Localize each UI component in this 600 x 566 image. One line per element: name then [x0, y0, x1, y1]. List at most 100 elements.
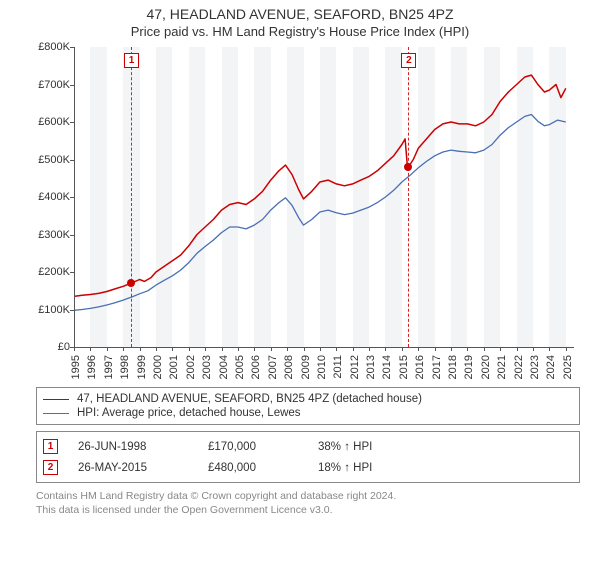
x-tick-mark: [123, 347, 124, 351]
x-tick-mark: [435, 347, 436, 351]
x-tick-mark: [517, 347, 518, 351]
sale-price: £170,000: [208, 441, 298, 453]
x-tick-mark: [90, 347, 91, 351]
x-tick-label: 2025: [562, 355, 574, 379]
x-tick-label: 2016: [414, 355, 426, 379]
sale-marker-label: 2: [401, 53, 416, 68]
legend-swatch: [43, 399, 69, 400]
y-tick-mark: [70, 122, 74, 123]
sale-row: 2 26-MAY-2015 £480,000 18% ↑ HPI: [43, 457, 573, 478]
x-tick-mark: [74, 347, 75, 351]
x-tick-mark: [287, 347, 288, 351]
legend-box: 47, HEADLAND AVENUE, SEAFORD, BN25 4PZ (…: [36, 387, 580, 425]
chart-subtitle: Price paid vs. HM Land Registry's House …: [0, 24, 600, 39]
x-tick-mark: [336, 347, 337, 351]
x-tick-label: 2019: [463, 355, 475, 379]
y-tick-mark: [70, 310, 74, 311]
x-tick-label: 2020: [480, 355, 492, 379]
x-tick-mark: [222, 347, 223, 351]
y-tick-label: £800K: [20, 41, 70, 53]
sale-price: £480,000: [208, 462, 298, 474]
x-tick-label: 2007: [267, 355, 279, 379]
sale-marker-line: [131, 47, 132, 347]
y-tick-label: £200K: [20, 266, 70, 278]
footer-attribution: Contains HM Land Registry data © Crown c…: [36, 489, 580, 517]
x-tick-label: 2024: [545, 355, 557, 379]
y-tick-mark: [70, 197, 74, 198]
x-tick-mark: [402, 347, 403, 351]
x-tick-mark: [304, 347, 305, 351]
x-tick-label: 2013: [365, 355, 377, 379]
x-tick-mark: [271, 347, 272, 351]
x-tick-label: 1999: [136, 355, 148, 379]
x-tick-label: 2002: [185, 355, 197, 379]
x-tick-label: 2021: [496, 355, 508, 379]
y-tick-label: £700K: [20, 79, 70, 91]
x-tick-label: 1998: [119, 355, 131, 379]
x-tick-mark: [369, 347, 370, 351]
x-tick-label: 2010: [316, 355, 328, 379]
y-tick-mark: [70, 47, 74, 48]
y-tick-label: £500K: [20, 154, 70, 166]
chart-title: 47, HEADLAND AVENUE, SEAFORD, BN25 4PZ: [0, 6, 600, 22]
x-tick-mark: [238, 347, 239, 351]
x-axis-line: [74, 347, 574, 348]
x-tick-label: 2012: [349, 355, 361, 379]
y-axis-line: [74, 47, 75, 347]
x-tick-mark: [566, 347, 567, 351]
sale-row: 1 26-JUN-1998 £170,000 38% ↑ HPI: [43, 436, 573, 457]
x-tick-label: 2015: [398, 355, 410, 379]
y-tick-label: £0: [20, 341, 70, 353]
sale-row-marker: 2: [43, 460, 58, 475]
x-tick-label: 2000: [152, 355, 164, 379]
x-tick-label: 2023: [529, 355, 541, 379]
sale-pct: 38% ↑ HPI: [318, 441, 418, 453]
chart-area: £0£100K£200K£300K£400K£500K£600K£700K£80…: [20, 43, 580, 383]
x-tick-label: 2017: [431, 355, 443, 379]
x-tick-mark: [467, 347, 468, 351]
y-tick-mark: [70, 85, 74, 86]
sales-box: 1 26-JUN-1998 £170,000 38% ↑ HPI 2 26-MAY-201…: [36, 431, 580, 483]
footer-line: Contains HM Land Registry data © Crown c…: [36, 489, 580, 503]
x-tick-mark: [385, 347, 386, 351]
x-tick-mark: [533, 347, 534, 351]
y-tick-label: £300K: [20, 229, 70, 241]
x-tick-label: 2011: [332, 355, 344, 379]
series-line-price_paid: [74, 75, 566, 296]
x-tick-mark: [107, 347, 108, 351]
x-tick-label: 2018: [447, 355, 459, 379]
x-tick-mark: [172, 347, 173, 351]
sale-marker-line: [408, 47, 409, 347]
x-tick-mark: [320, 347, 321, 351]
sale-marker-dot: [127, 279, 135, 287]
x-tick-label: 2001: [168, 355, 180, 379]
x-tick-label: 2005: [234, 355, 246, 379]
sale-row-marker: 1: [43, 439, 58, 454]
y-tick-label: £600K: [20, 116, 70, 128]
legend-row: 47, HEADLAND AVENUE, SEAFORD, BN25 4PZ (…: [43, 392, 573, 406]
x-tick-mark: [549, 347, 550, 351]
x-tick-label: 2004: [218, 355, 230, 379]
x-tick-label: 1995: [70, 355, 82, 379]
x-tick-label: 2009: [300, 355, 312, 379]
sale-pct: 18% ↑ HPI: [318, 462, 418, 474]
legend-label: HPI: Average price, detached house, Lewe…: [77, 407, 301, 419]
sale-date: 26-JUN-1998: [78, 441, 188, 453]
y-tick-label: £100K: [20, 304, 70, 316]
x-tick-mark: [189, 347, 190, 351]
y-tick-mark: [70, 235, 74, 236]
x-tick-mark: [205, 347, 206, 351]
y-tick-mark: [70, 272, 74, 273]
x-tick-mark: [353, 347, 354, 351]
x-tick-mark: [418, 347, 419, 351]
x-tick-mark: [140, 347, 141, 351]
plot-region: [74, 47, 574, 347]
legend-row: HPI: Average price, detached house, Lewe…: [43, 406, 573, 420]
x-tick-label: 2022: [513, 355, 525, 379]
legend-label: 47, HEADLAND AVENUE, SEAFORD, BN25 4PZ (…: [77, 393, 422, 405]
x-tick-label: 1996: [86, 355, 98, 379]
x-tick-mark: [484, 347, 485, 351]
sale-date: 26-MAY-2015: [78, 462, 188, 474]
sale-marker-label: 1: [124, 53, 139, 68]
legend-swatch: [43, 413, 69, 414]
